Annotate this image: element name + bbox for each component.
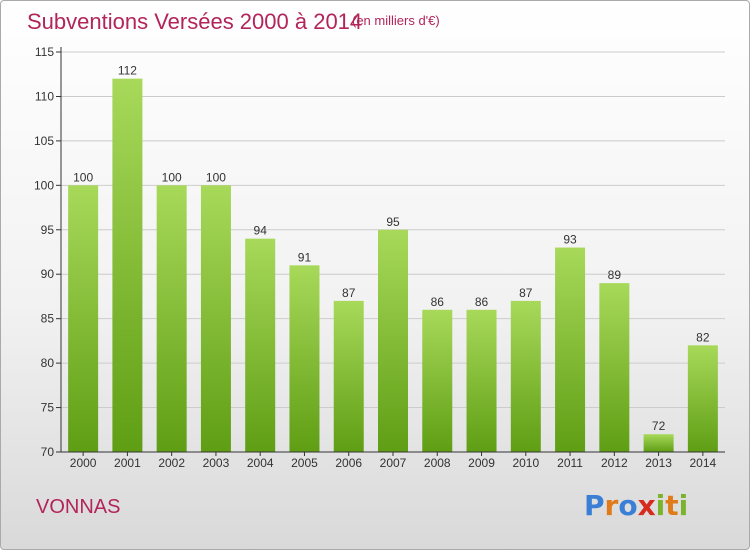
y-tick-label: 110 <box>35 89 54 103</box>
x-tick-label: 2008 <box>424 456 451 470</box>
x-tick-label: 2010 <box>512 456 539 470</box>
bar <box>112 78 143 453</box>
y-tick-label: 80 <box>41 356 55 370</box>
data-label: 72 <box>652 419 666 433</box>
axes: 70 75 80 85 90 95 100 105 110 115 2000 2001 2002 2003… <box>34 45 725 470</box>
data-label: 82 <box>696 330 710 344</box>
x-tick-label: 2014 <box>690 456 717 470</box>
data-label: 93 <box>563 233 577 247</box>
bar <box>510 300 541 452</box>
x-tick-label: 2007 <box>380 456 407 470</box>
y-tick-label: 100 <box>34 178 54 192</box>
data-label: 95 <box>386 215 400 229</box>
logo-letter: i <box>678 489 689 522</box>
chart-title: Subventions Versées 2000 à 2014 <box>27 9 363 34</box>
data-label: 100 <box>206 170 226 184</box>
bar <box>245 238 276 452</box>
x-tick-label: 2001 <box>114 456 141 470</box>
data-label: 86 <box>475 295 489 309</box>
commune-name: VONNAS <box>36 496 121 518</box>
y-tick-label: 95 <box>41 223 55 237</box>
y-tick-label: 70 <box>41 445 55 459</box>
bar <box>378 229 408 452</box>
logo-letter: i <box>655 489 666 522</box>
y-tick-label: 85 <box>41 312 55 326</box>
x-tick-label: 2005 <box>291 456 318 470</box>
bar <box>200 185 231 453</box>
bar <box>643 434 674 452</box>
proxiti-logo[interactable]: Proxiti <box>584 489 688 522</box>
bar <box>422 309 453 452</box>
bars: 100 112 100 100 94 91 87 95 86 86 87 93 89 72 82 <box>68 64 718 453</box>
x-tick-label: 2009 <box>468 456 495 470</box>
bar <box>555 247 586 452</box>
data-label: 100 <box>162 170 182 184</box>
x-tick-label: 2002 <box>158 456 185 470</box>
bar <box>333 300 364 452</box>
data-label: 87 <box>519 286 533 300</box>
x-tick-label: 2011 <box>557 456 583 470</box>
logo-letter: x <box>637 489 656 522</box>
logo-letter: r <box>604 489 619 522</box>
chart-subtitle: (en milliers d'€) <box>352 13 440 28</box>
bar <box>687 345 718 452</box>
bar <box>599 283 630 452</box>
x-tick-label: 2000 <box>70 456 97 470</box>
data-label: 94 <box>254 224 268 238</box>
bar <box>289 265 320 452</box>
logo-letter: P <box>584 489 605 522</box>
bar <box>68 185 99 453</box>
bar <box>466 309 497 452</box>
bar <box>156 185 187 453</box>
x-tick-label: 2004 <box>247 456 274 470</box>
data-label: 86 <box>431 295 445 309</box>
x-tick-label: 2012 <box>601 456 628 470</box>
y-tick-label: 75 <box>41 401 55 415</box>
y-tick-label: 90 <box>41 267 55 281</box>
y-tick-label: 115 <box>35 45 54 59</box>
x-tick-label: 2006 <box>335 456 362 470</box>
data-label: 112 <box>118 64 137 78</box>
x-tick-label: 2013 <box>645 456 672 470</box>
data-label: 87 <box>342 286 356 300</box>
data-label: 91 <box>298 250 312 264</box>
logo-letter: o <box>618 489 638 522</box>
data-label: 89 <box>608 268 622 282</box>
data-label: 100 <box>73 170 93 184</box>
y-tick-label: 105 <box>34 134 54 148</box>
x-tick-label: 2003 <box>203 456 230 470</box>
logo-letter: t <box>665 489 679 522</box>
